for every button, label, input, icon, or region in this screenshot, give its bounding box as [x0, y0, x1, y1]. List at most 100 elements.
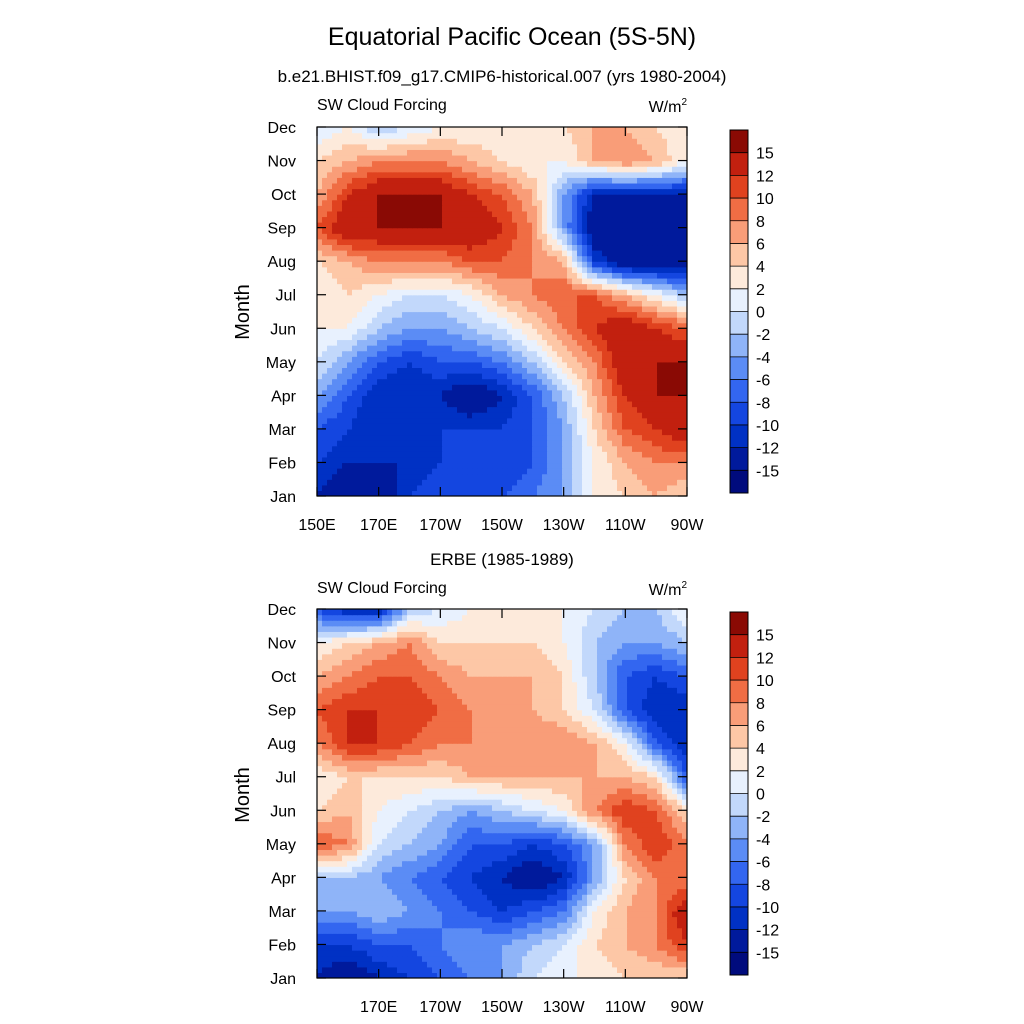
heatmap-cell	[392, 356, 398, 363]
heatmap-cell	[632, 490, 638, 496]
heatmap-cell	[552, 333, 558, 341]
heatmap-cell	[667, 468, 673, 475]
heatmap-cell	[517, 194, 523, 201]
heatmap-cell	[537, 149, 543, 156]
heatmap-cell	[382, 345, 388, 352]
heatmap-cell	[657, 490, 663, 496]
heatmap-cell	[437, 277, 443, 285]
heatmap-cell	[397, 406, 403, 413]
heatmap-cell	[417, 277, 423, 285]
heatmap-cell	[377, 440, 383, 447]
heatmap-cell	[682, 166, 687, 173]
heatmap-cell	[332, 389, 338, 396]
heatmap-cell	[397, 440, 403, 447]
heatmap-cell	[397, 434, 403, 441]
heatmap-cell	[417, 367, 423, 374]
heatmap-cell	[657, 244, 663, 251]
heatmap-cell	[407, 361, 413, 369]
heatmap-cell	[352, 283, 358, 290]
heatmap-cell	[562, 138, 568, 145]
heatmap-cell	[622, 395, 628, 402]
heatmap-cell	[367, 395, 373, 402]
heatmap-cell	[462, 272, 468, 279]
heatmap-cell	[662, 328, 668, 335]
heatmap-cell	[622, 456, 628, 464]
heatmap-cell	[617, 266, 623, 273]
heatmap-cell	[582, 462, 588, 469]
heatmap-cell	[497, 261, 503, 268]
heatmap-cell	[647, 127, 653, 134]
heatmap-cell	[637, 412, 643, 419]
heatmap-cell	[437, 188, 443, 195]
heatmap-cell	[652, 272, 658, 279]
heatmap-cell	[317, 389, 323, 396]
heatmap-cell	[342, 434, 348, 441]
heatmap-cell	[492, 166, 498, 173]
heatmap-cell	[542, 490, 548, 496]
heatmap-cell	[527, 277, 533, 285]
heatmap-cell	[467, 479, 473, 486]
heatmap-cell	[442, 412, 448, 419]
heatmap-cell	[642, 182, 648, 190]
heatmap-cell	[447, 445, 453, 452]
heatmap-cell	[592, 294, 598, 301]
heatmap-cell	[607, 311, 613, 318]
heatmap-cell	[517, 166, 523, 173]
heatmap-cell	[327, 311, 333, 318]
heatmap-cell	[427, 356, 433, 363]
heatmap-cell	[442, 177, 448, 184]
heatmap-cell	[592, 367, 598, 374]
heatmap-cell	[377, 132, 383, 139]
heatmap-cell	[327, 479, 333, 486]
heatmap-cell	[332, 210, 338, 218]
heatmap-cell	[522, 238, 528, 246]
heatmap-cell	[362, 361, 368, 369]
heatmap-cell	[472, 261, 478, 268]
heatmap-cell	[652, 233, 658, 240]
heatmap-cell	[632, 445, 638, 452]
heatmap-cell	[682, 440, 687, 447]
heatmap-cell	[567, 445, 573, 452]
heatmap-cell	[337, 423, 343, 430]
heatmap-cell	[497, 143, 503, 150]
heatmap-cell	[497, 171, 503, 178]
heatmap-cell	[402, 143, 408, 150]
heatmap-cell	[662, 451, 668, 458]
heatmap-cell	[372, 138, 378, 145]
heatmap-cell	[672, 222, 678, 229]
heatmap-cell	[532, 468, 538, 475]
heatmap-cell	[672, 479, 678, 486]
heatmap-cell	[342, 445, 348, 452]
heatmap-cell	[492, 300, 498, 307]
heatmap-cell	[562, 373, 568, 380]
heatmap-cell	[567, 138, 573, 145]
heatmap-cell	[647, 389, 653, 396]
heatmap-cell	[377, 149, 383, 156]
heatmap-cell	[437, 328, 443, 335]
heatmap-cell	[422, 255, 428, 262]
heatmap-cell	[487, 361, 493, 369]
heatmap-cell	[387, 255, 393, 262]
heatmap-cell	[617, 440, 623, 447]
heatmap-cell	[402, 138, 408, 145]
heatmap-cell	[632, 216, 638, 223]
heatmap-cell	[412, 205, 418, 212]
heatmap-cell	[497, 277, 503, 285]
heatmap-cell	[327, 972, 333, 978]
heatmap-cell	[412, 244, 418, 251]
heatmap-cell	[457, 227, 463, 234]
heatmap-cell	[392, 127, 398, 134]
heatmap-cell	[382, 149, 388, 156]
heatmap-cell	[617, 216, 623, 223]
heatmap-cell	[522, 127, 528, 134]
heatmap-cell	[327, 199, 333, 206]
heatmap-cell	[552, 205, 558, 212]
heatmap-cell	[517, 373, 523, 380]
heatmap-cell	[452, 440, 458, 447]
heatmap-cell	[317, 972, 323, 978]
heatmap-cell	[587, 317, 593, 324]
heatmap-cell	[337, 417, 343, 424]
heatmap-cell	[522, 305, 528, 313]
heatmap-cell	[472, 406, 478, 413]
heatmap-cell	[577, 283, 583, 290]
